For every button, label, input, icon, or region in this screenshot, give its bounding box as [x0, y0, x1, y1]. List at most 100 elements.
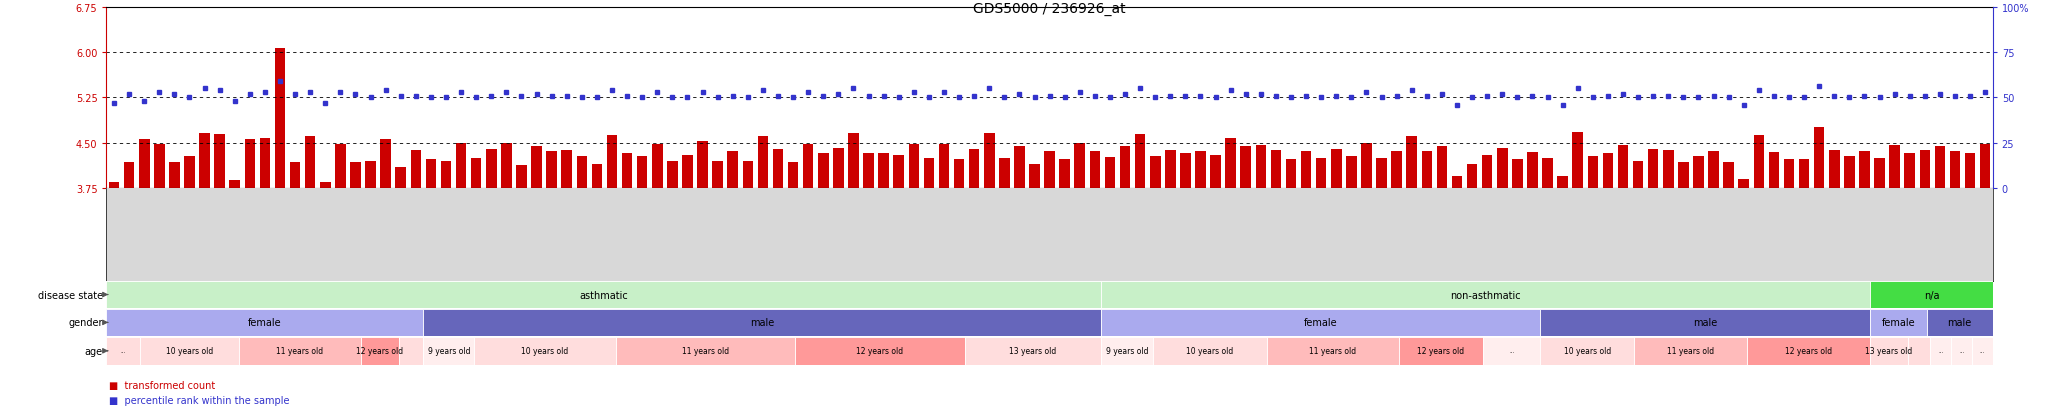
Bar [1149, 157, 1161, 188]
Bar [1634, 337, 1747, 365]
Text: 10 years old: 10 years old [166, 347, 213, 356]
Bar [879, 154, 889, 188]
Bar [485, 149, 496, 188]
Bar [578, 157, 588, 188]
Text: ■  transformed count: ■ transformed count [109, 380, 215, 390]
Text: 12 years old: 12 years old [856, 347, 903, 356]
Bar [954, 160, 965, 188]
Bar [350, 162, 360, 188]
Bar [440, 162, 451, 188]
Bar [1059, 160, 1069, 188]
Bar [1890, 145, 1901, 188]
Bar [1649, 149, 1659, 188]
Bar [1376, 159, 1386, 188]
Text: disease state: disease state [37, 290, 102, 300]
Bar [1663, 150, 1673, 188]
Bar [758, 137, 768, 188]
Bar [1556, 176, 1569, 188]
Bar [215, 135, 225, 188]
Bar [606, 136, 616, 188]
Bar [1100, 282, 1870, 308]
Text: 10 years old: 10 years old [1563, 347, 1612, 356]
Text: male: male [1948, 318, 1972, 328]
Bar [106, 337, 141, 365]
Bar [1677, 162, 1690, 188]
Bar [530, 147, 543, 188]
Bar [1362, 143, 1372, 188]
Bar [1722, 162, 1735, 188]
Text: male: male [750, 318, 774, 328]
Text: 11 years old: 11 years old [1667, 347, 1714, 356]
Bar [1528, 152, 1538, 188]
Bar [1632, 161, 1642, 188]
Bar [965, 337, 1100, 365]
Bar [502, 143, 512, 188]
Text: 12 years old: 12 years old [1417, 347, 1464, 356]
Bar [1044, 152, 1055, 188]
Bar [1927, 309, 1993, 336]
Bar [623, 153, 633, 188]
Text: ...: ... [121, 349, 127, 354]
Bar [154, 145, 164, 188]
Bar [141, 337, 238, 365]
Bar [1135, 135, 1145, 188]
Bar [229, 180, 240, 188]
Bar [123, 162, 135, 188]
Bar [457, 143, 467, 188]
Bar [547, 152, 557, 188]
Bar [1286, 160, 1296, 188]
Bar [184, 157, 195, 188]
Bar [817, 154, 829, 188]
Bar [1153, 337, 1266, 365]
Bar [713, 162, 723, 188]
Bar [1972, 337, 1993, 365]
Bar [1931, 337, 1952, 365]
Bar [1391, 152, 1403, 188]
Bar [1980, 145, 1991, 188]
Bar [1196, 152, 1206, 188]
Bar [1739, 179, 1749, 188]
Bar [1604, 154, 1614, 188]
Bar [360, 337, 399, 365]
Bar [1090, 152, 1100, 188]
Bar [1860, 152, 1870, 188]
Text: asthmatic: asthmatic [580, 290, 629, 300]
Bar [1769, 152, 1780, 188]
Bar [139, 140, 150, 188]
Bar [1014, 147, 1024, 188]
Bar [1180, 154, 1190, 188]
Bar [424, 337, 475, 365]
Bar [795, 337, 965, 365]
Bar [1317, 159, 1327, 188]
Bar [170, 162, 180, 188]
Text: 10 years old: 10 years old [1186, 347, 1233, 356]
Bar [727, 152, 737, 188]
Bar [424, 309, 1100, 336]
Text: 11 years old: 11 years old [682, 347, 729, 356]
Bar [696, 142, 709, 188]
Bar [909, 145, 920, 188]
Bar [561, 150, 571, 188]
Bar [1747, 337, 1870, 365]
Bar [1870, 282, 1993, 308]
Bar [1483, 155, 1493, 188]
Bar [426, 160, 436, 188]
Bar [260, 138, 270, 188]
Bar [1784, 160, 1794, 188]
Bar [471, 159, 481, 188]
Bar [1950, 152, 1960, 188]
Bar [1511, 160, 1522, 188]
Bar [381, 140, 391, 188]
Bar [1815, 128, 1825, 188]
Bar [1075, 143, 1085, 188]
Bar [1708, 152, 1718, 188]
Bar [1905, 154, 1915, 188]
Bar [109, 183, 119, 188]
Bar [969, 150, 979, 188]
Bar [1587, 157, 1597, 188]
Bar [1120, 147, 1130, 188]
Bar [1874, 159, 1884, 188]
Bar [1919, 150, 1929, 188]
Text: 10 years old: 10 years old [522, 347, 569, 356]
Bar [1255, 145, 1266, 188]
